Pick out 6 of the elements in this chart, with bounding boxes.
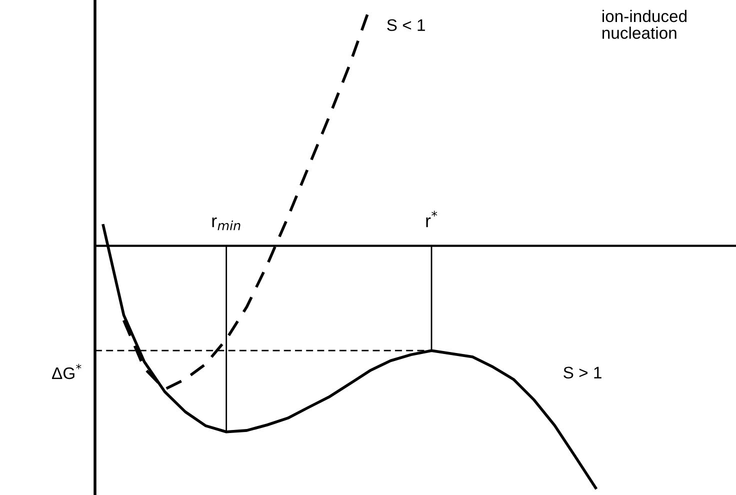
ref-line-label: ΔG$^{*}$ xyxy=(52,364,82,380)
series-label: S < 1 xyxy=(387,19,425,32)
annotation: r$_{min}$ xyxy=(212,217,240,230)
text: S > 1 xyxy=(564,366,602,379)
annotation: r$^{*}$ xyxy=(426,210,438,228)
annotation: ion-induced nucleation xyxy=(602,10,686,39)
